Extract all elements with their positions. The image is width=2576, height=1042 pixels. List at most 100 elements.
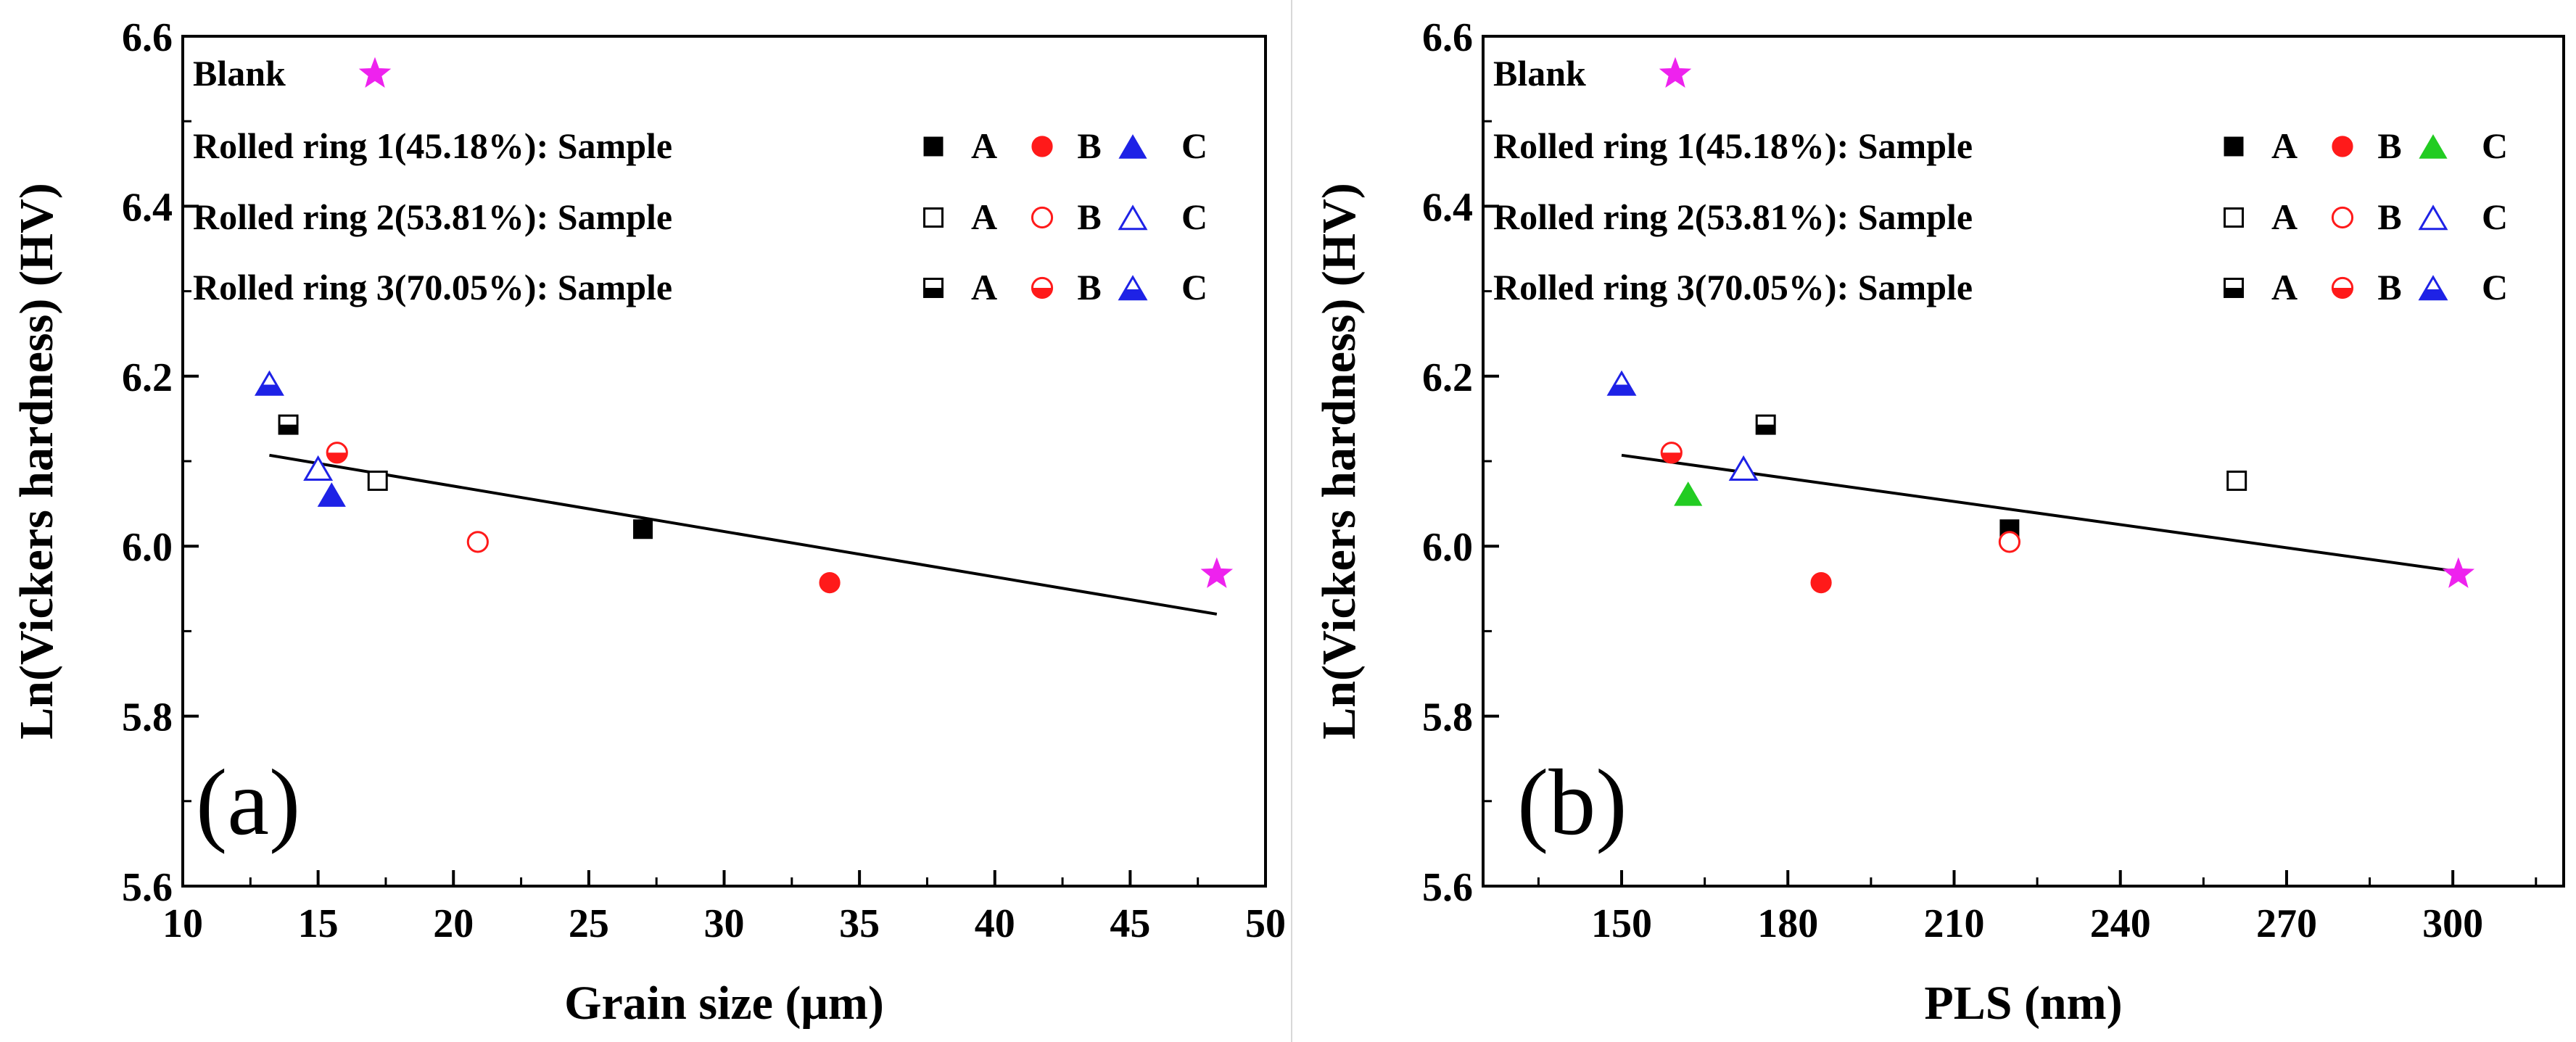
data-point-rolled-ring-3-b [1660,442,1683,464]
x-tick-label: 35 [839,901,880,946]
x-tick-label: 50 [1245,901,1286,946]
y-tick-label: 5.8 [122,695,173,740]
x-tick-label: 40 [975,901,1015,946]
legend-marker-c [1118,275,1148,301]
legend-marker-b [2332,136,2353,157]
legend-marker-a [923,136,944,157]
legend-blank-label: Blank [1493,53,1586,94]
legend-letter-c: C [2482,197,2508,237]
legend: Blank Rolled ring 1(45.18%): Sample A B C Rol… [193,53,1208,307]
legend-letter-c: C [1181,125,1208,166]
legend-letter-a: A [2271,125,2298,166]
data-point-rolled-ring-1-c [1674,481,1703,506]
legend-marker-a [923,278,944,298]
legend-blank-marker [1659,57,1692,88]
panel-label: (a) [196,751,300,855]
y-tick-label: 6.4 [122,185,173,230]
x-axis-title: PLS (nm) [1924,977,2122,1030]
legend-marker-b [1031,206,1054,229]
legend-letter-c: C [2482,267,2508,307]
y-tick-label: 6.0 [1422,525,1473,570]
data-point-blank [1200,557,1234,588]
legend-letter-c: C [2482,125,2508,166]
data-point-rolled-ring-2-a [2226,470,2247,491]
data-point-rolled-ring-3-c [1606,370,1637,396]
x-axis-title: Grain size (μm) [564,977,884,1030]
x-tick-label: 10 [162,901,203,946]
x-tick-label: 20 [433,901,474,946]
legend-row-label: Rolled ring 3(70.05%): Sample [193,267,672,307]
legend-marker-c [2418,275,2448,301]
fit-line [269,453,1218,616]
legend-row-label: Rolled ring 2(53.81%): Sample [1493,197,1973,237]
legend-letter-c: C [1181,197,1208,237]
legend-letter-b: B [2377,125,2401,166]
panel-label: (b) [1517,751,1627,855]
legend-marker-b [2331,276,2354,299]
legend-marker-a [2224,278,2244,298]
y-axis-title: Ln(Vickers hardness) (HV) [1313,183,1366,740]
x-tick-label: 150 [1591,901,1652,946]
x-tick-label: 300 [2422,901,2483,946]
y-tick-label: 5.6 [1422,865,1473,910]
chart-panel-a: 5.6 5.8 6.0 6.2 6.4 6.6 10 15 20 25 30 35 40 45 50 Grai… [10,15,1286,1030]
data-point-rolled-ring-3-a [278,414,299,435]
y-tick-label: 6.6 [1422,15,1473,60]
legend-letter-b: B [1077,197,1101,237]
data-point-rolled-ring-1-b [1810,571,1832,594]
legend-blank-marker [358,57,392,88]
legend-letter-a: A [971,197,997,237]
legend-marker-c [2418,204,2448,231]
legend-letter-b: B [2377,197,2401,237]
legend-marker-b [1031,276,1054,299]
panel-divider [1291,0,1292,1042]
y-tick-label: 6.4 [1422,185,1473,230]
data-point-rolled-ring-3-c [254,370,284,396]
legend-letter-a: A [2271,197,2298,237]
y-tick-label: 5.8 [1422,695,1473,740]
legend-letter-b: B [2377,267,2401,307]
legend-marker-c [1118,134,1147,159]
legend-letter-a: A [2271,267,2298,307]
legend-marker-b [1031,136,1053,157]
legend: Blank Rolled ring 1(45.18%): Sample A B C Rol… [1493,53,2508,307]
data-point-rolled-ring-1-a [633,519,653,539]
legend-marker-a [2224,136,2244,157]
legend-letter-c: C [1181,267,1208,307]
x-tick-label: 30 [704,901,745,946]
legend-marker-a [923,207,944,228]
y-tick-label: 6.0 [122,525,173,570]
data-point-rolled-ring-2-c [1728,455,1759,481]
x-tick-label: 15 [298,901,339,946]
legend-letter-b: B [1077,267,1101,307]
legend-row-label: Rolled ring 3(70.05%): Sample [1493,267,1973,307]
data-point-rolled-ring-2-a [367,470,388,491]
x-tick-label: 180 [1757,901,1818,946]
chart-panel-b: 5.6 5.8 6.0 6.2 6.4 6.6 150 180 210 240 270 300 PLS … [1313,15,2565,1030]
legend-row-label: Rolled ring 1(45.18%): Sample [193,125,672,166]
y-tick-label: 6.6 [122,15,173,60]
x-tick-label: 45 [1110,901,1150,946]
y-tick-label: 5.6 [122,865,173,910]
legend-letter-a: A [971,125,997,166]
x-tick-label: 270 [2256,901,2317,946]
data-point-rolled-ring-2-b [466,531,489,553]
legend-marker-b [2331,206,2354,229]
fit-line [1621,453,2459,574]
x-tick-label: 240 [2090,901,2151,946]
legend-letter-a: A [971,267,997,307]
data-point-blank [2442,557,2475,588]
legend-marker-a [2224,207,2244,228]
y-tick-label: 6.2 [1422,355,1473,400]
legend-row-label: Rolled ring 2(53.81%): Sample [193,197,672,237]
x-tick-label: 210 [1923,901,1984,946]
legend-letter-b: B [1077,125,1101,166]
legend-marker-c [2419,134,2448,159]
data-point-rolled-ring-2-c [303,455,334,481]
legend-marker-c [1118,204,1148,231]
legend-row-label: Rolled ring 1(45.18%): Sample [1493,125,1973,166]
legend-blank-label: Blank [193,53,286,94]
data-point-rolled-ring-3-b [326,442,348,464]
data-point-rolled-ring-2-b [1998,531,2020,553]
